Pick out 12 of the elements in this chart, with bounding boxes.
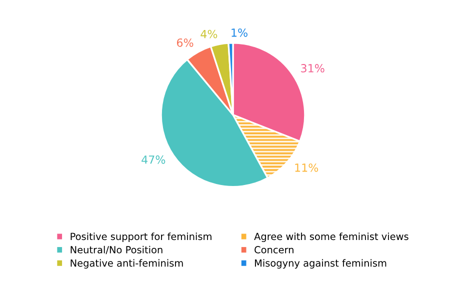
legend-label: Concern: [254, 246, 294, 254]
data-label: 4%: [200, 30, 218, 38]
legend-label: Neutral/No Position: [70, 246, 162, 254]
legend-label: Negative anti-feminism: [70, 259, 183, 269]
data-label: 47%: [142, 155, 166, 164]
data-label: 6%: [176, 38, 194, 47]
legend-label: Agree with some feminist views: [254, 232, 408, 242]
data-label: 1%: [232, 28, 248, 37]
legend-label: Misogyny against feminism: [254, 259, 386, 269]
data-label: 11%: [295, 163, 318, 172]
data-label: 31%: [301, 64, 324, 72]
legend-label: Positive support for feminism: [70, 232, 212, 242]
